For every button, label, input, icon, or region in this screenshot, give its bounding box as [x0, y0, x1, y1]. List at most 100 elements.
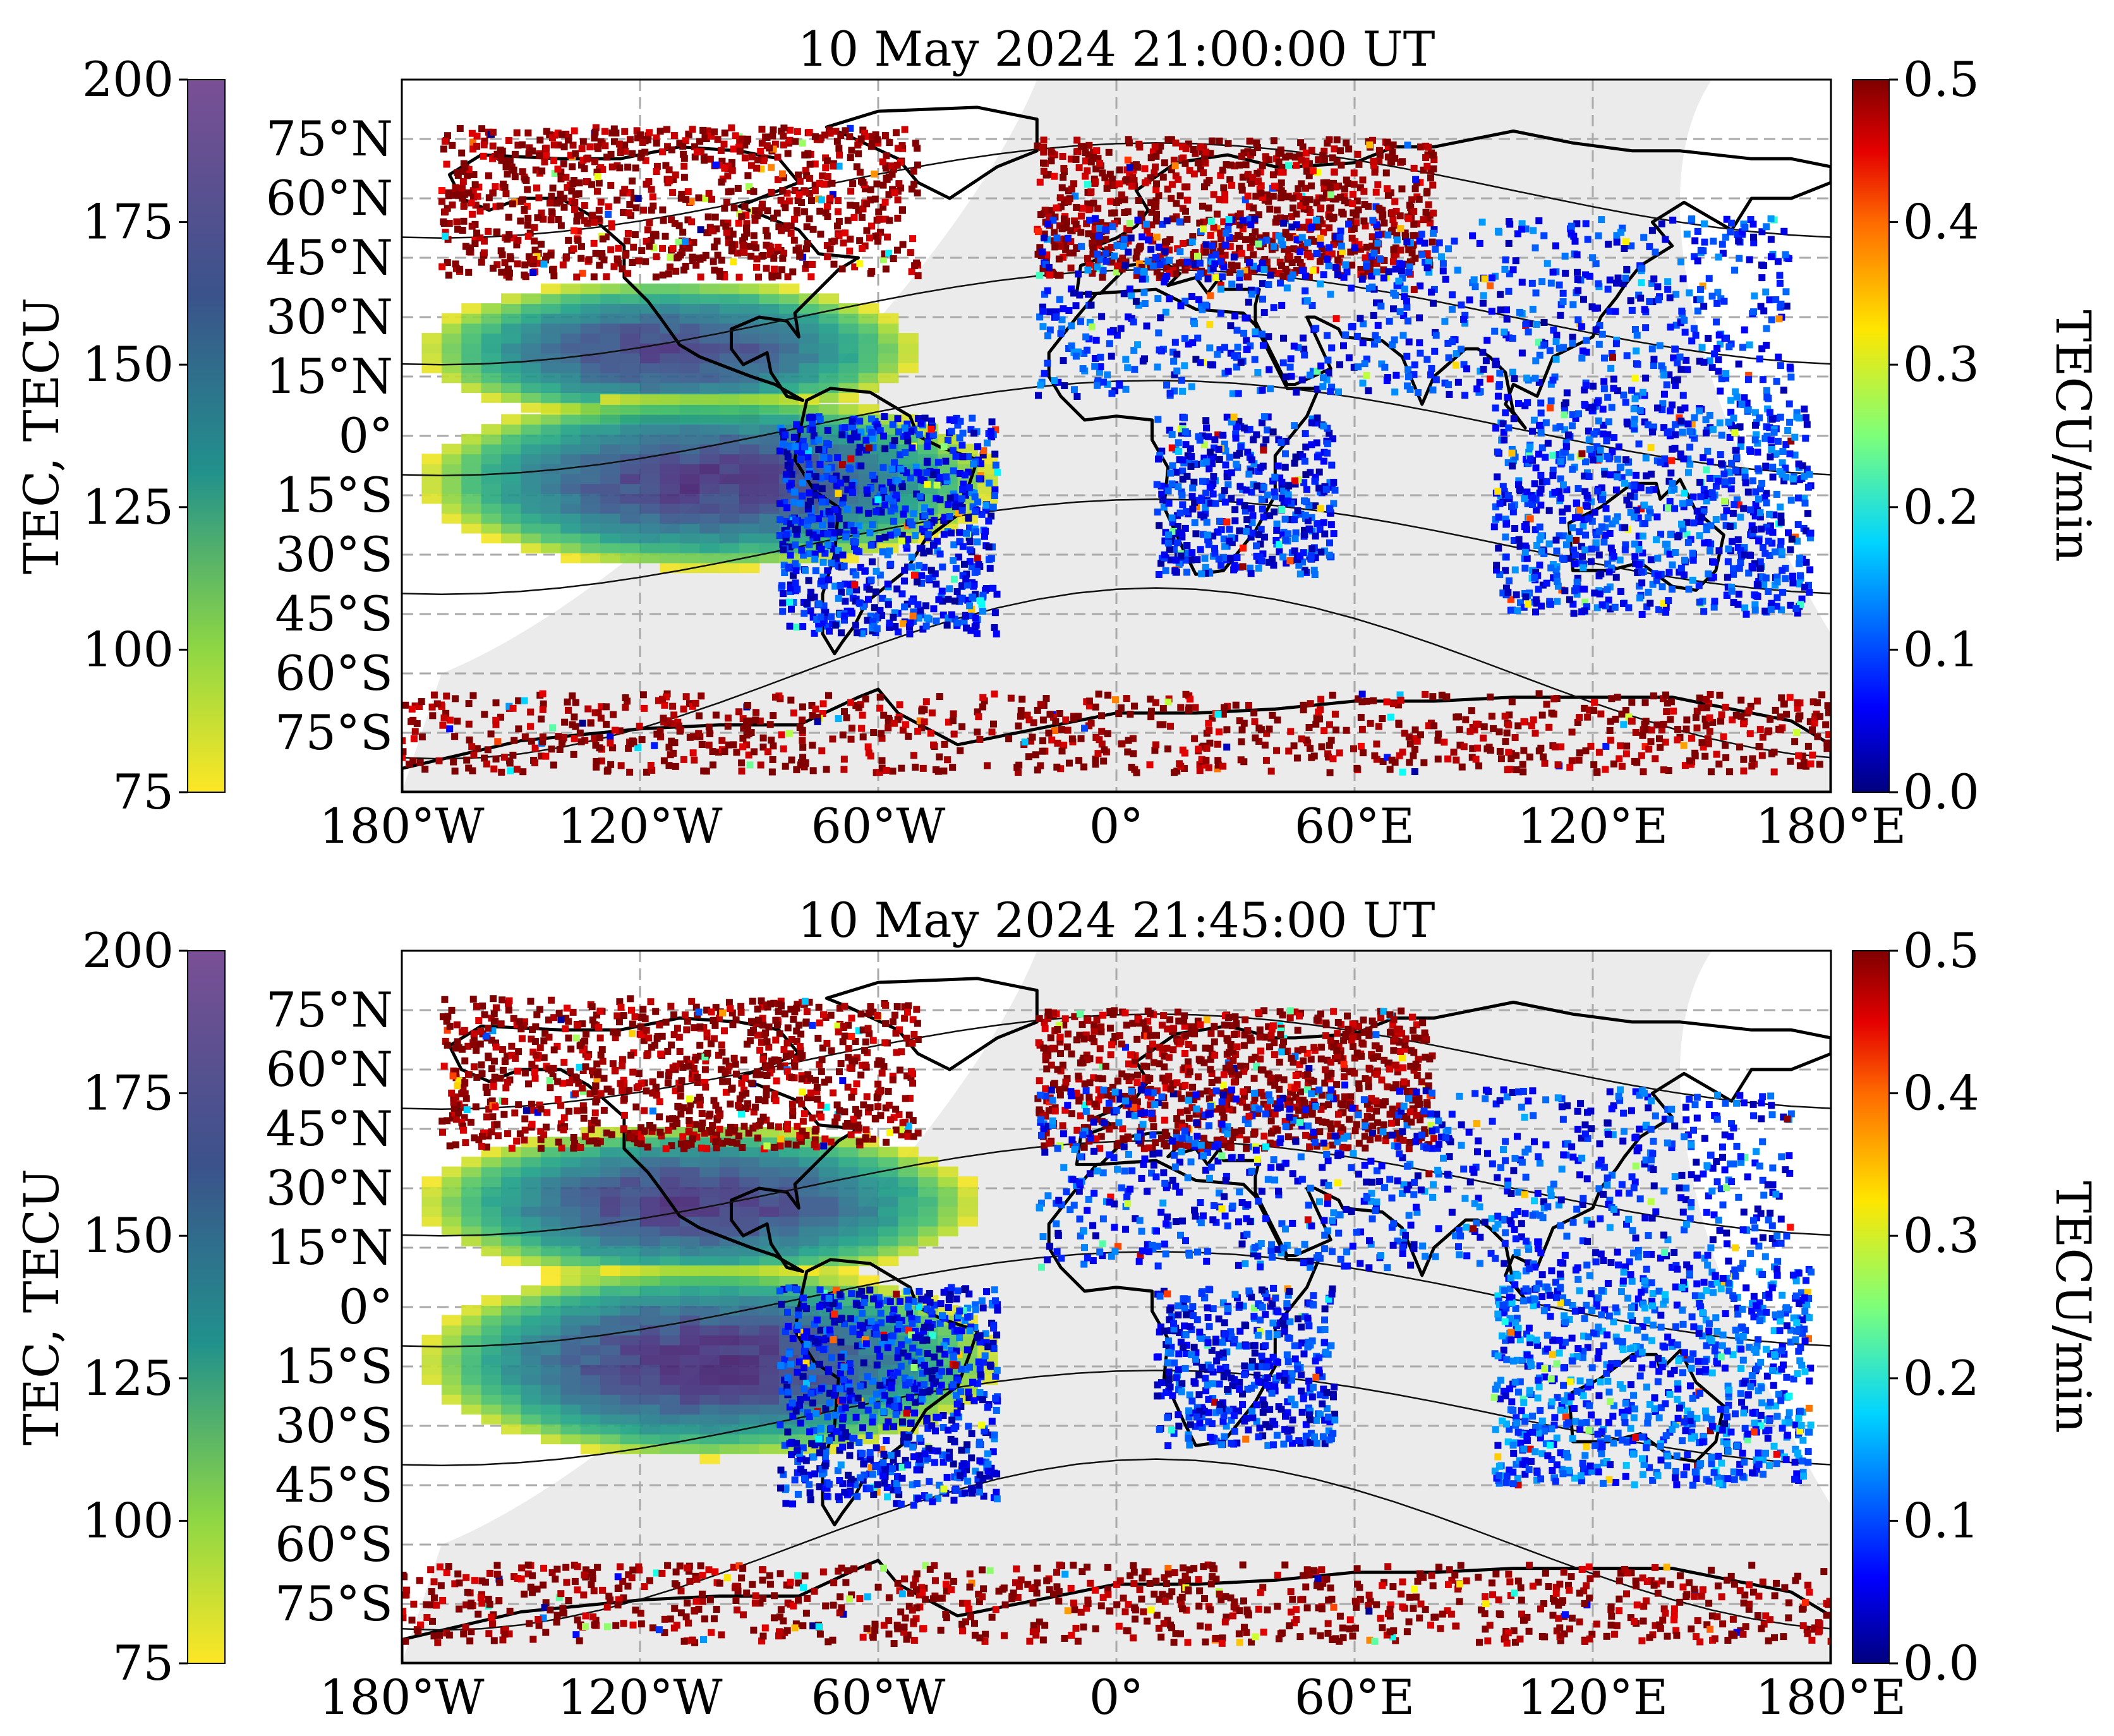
rot-point	[791, 488, 799, 496]
tec-cell	[719, 303, 740, 314]
rot-point	[795, 191, 803, 198]
rot-point	[1690, 325, 1698, 332]
rot-point	[1262, 436, 1270, 443]
rot-point	[1760, 307, 1768, 315]
rot-point	[1363, 371, 1370, 379]
tec-cell	[858, 363, 879, 373]
rot-point	[1077, 143, 1085, 150]
rot-point	[811, 160, 819, 168]
rot-point	[1139, 233, 1146, 241]
rot-point	[991, 491, 998, 499]
rot-point	[912, 140, 919, 147]
rot-point	[624, 164, 632, 171]
rot-point	[1483, 337, 1491, 344]
rot-point	[648, 236, 655, 244]
tec-cell	[560, 513, 581, 524]
rot-point	[438, 198, 445, 205]
rot-point	[956, 538, 963, 545]
tec-cell	[739, 454, 760, 464]
rot-point	[1233, 363, 1240, 371]
rot-point	[787, 229, 795, 237]
rot-point	[540, 260, 548, 268]
rot-point	[525, 150, 533, 157]
rot-point	[1097, 251, 1105, 259]
rot-point	[1223, 473, 1231, 481]
rot-point	[1766, 552, 1773, 560]
rot-point	[1713, 299, 1721, 307]
rot-point	[800, 552, 807, 559]
rot-point	[1509, 266, 1517, 274]
rot-point	[915, 562, 923, 569]
rot-point	[1116, 166, 1123, 174]
tec-cell	[441, 372, 462, 383]
rot-point	[1348, 234, 1356, 242]
rot-point	[898, 142, 906, 150]
rot-point	[1057, 203, 1065, 210]
rot-point	[1034, 142, 1041, 150]
rot-point	[1648, 345, 1656, 353]
rot-point	[1579, 347, 1586, 355]
tec-cell	[640, 283, 661, 294]
rot-point	[842, 533, 850, 541]
rot-point	[1430, 152, 1437, 159]
rot-point	[1238, 183, 1245, 190]
rot-point	[1319, 152, 1327, 159]
tec-cell	[699, 522, 720, 534]
rot-point	[1445, 354, 1453, 361]
tec-cell	[521, 424, 541, 435]
tec-cell	[759, 283, 780, 294]
rot-point	[951, 597, 958, 605]
tec-cell	[481, 443, 502, 455]
rot-point	[583, 155, 591, 163]
rot-point	[1569, 600, 1577, 608]
rot-point	[918, 579, 926, 587]
rot-point	[1236, 270, 1244, 277]
rot-point	[1701, 220, 1708, 227]
rot-point	[1165, 256, 1173, 264]
tec-cell	[501, 533, 522, 544]
tec-cell	[620, 483, 641, 494]
rot-point	[805, 577, 812, 584]
rot-point	[823, 157, 831, 165]
rot-point	[1301, 531, 1308, 539]
rot-point	[1085, 206, 1093, 214]
rot-point	[1166, 389, 1174, 397]
rot-point	[1756, 565, 1764, 572]
rot-point	[770, 126, 777, 134]
rot-point	[1614, 455, 1622, 463]
tec-cell	[540, 313, 562, 324]
rot-point	[1326, 539, 1333, 546]
tec-cell	[620, 283, 641, 294]
rot-point	[723, 229, 730, 236]
tec-cell	[600, 433, 621, 445]
rot-point	[1650, 356, 1658, 363]
tec-cell	[620, 382, 641, 394]
rot-point	[1041, 291, 1048, 298]
rot-point	[643, 238, 650, 245]
rot-point	[1281, 464, 1289, 471]
rot-point	[1353, 197, 1361, 205]
rot-point	[1163, 382, 1171, 389]
tec-cell	[580, 372, 601, 383]
rot-point	[853, 629, 861, 637]
rot-point	[851, 581, 859, 589]
rot-point	[586, 143, 594, 150]
rot-point	[1397, 225, 1404, 232]
rot-point	[819, 446, 826, 454]
tec-cell	[739, 424, 760, 435]
rot-point	[909, 444, 916, 452]
rot-point	[1176, 248, 1184, 255]
rot-point	[783, 448, 791, 455]
rot-point	[1242, 236, 1250, 243]
rot-point	[974, 555, 981, 562]
rot-point	[713, 238, 721, 245]
rot-point	[630, 195, 637, 202]
rot-point	[615, 140, 623, 148]
rot-point	[1131, 366, 1139, 373]
rot-point	[854, 433, 861, 441]
rot-point	[1316, 526, 1324, 533]
rot-point	[1297, 139, 1305, 147]
rot-point	[824, 426, 831, 434]
tec-cell	[501, 353, 522, 364]
rot-point	[1758, 228, 1766, 236]
